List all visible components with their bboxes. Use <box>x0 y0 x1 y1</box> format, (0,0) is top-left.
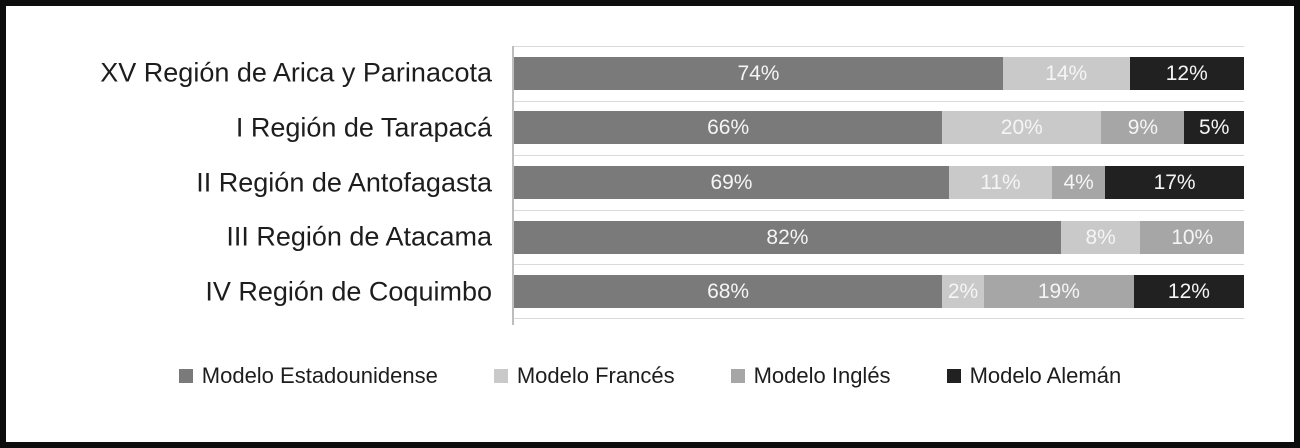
legend-swatch-icon <box>730 369 745 383</box>
legend-swatch-icon <box>946 369 961 383</box>
bar-segment: 4% <box>1052 166 1106 199</box>
bar-segment: 8% <box>1060 221 1141 254</box>
bar-segment: 11% <box>948 166 1053 199</box>
bar-value-label: 9% <box>1127 115 1159 139</box>
gridline <box>514 264 1244 265</box>
bar-value-label: 82% <box>766 225 809 249</box>
bar-row: 82% 8% 10% <box>514 221 1245 254</box>
gridline <box>514 210 1244 211</box>
legend-item: Modelo Inglés <box>730 363 891 388</box>
bar-segment: 12% <box>1133 275 1244 308</box>
bar-segment: 82% <box>514 221 1061 254</box>
bar-value-label: 2% <box>947 279 979 303</box>
category-label: XV Región de Arica y Parinacota <box>100 57 492 88</box>
bar-segment: 2% <box>942 275 984 308</box>
legend-swatch-icon <box>493 369 508 383</box>
gridline <box>514 318 1244 319</box>
bar-value-label: 14% <box>1045 61 1088 85</box>
bar-segment: 14% <box>1002 57 1130 90</box>
category-label: II Región de Antofagasta <box>196 167 492 198</box>
bar-value-label: 10% <box>1171 225 1214 249</box>
bar-row: 74% 14% 12% <box>514 57 1244 90</box>
legend-item: Modelo Estadounidense <box>178 363 438 388</box>
bar-value-label: 20% <box>1000 115 1043 139</box>
legend-label: Modelo Inglés <box>753 363 891 388</box>
bar-segment: 9% <box>1101 111 1185 144</box>
bar-value-label: 5% <box>1199 115 1230 139</box>
bar-value-label: 4% <box>1063 170 1094 194</box>
legend-item: Modelo Alemán <box>946 363 1122 388</box>
legend-swatch-icon <box>178 369 193 383</box>
bar-value-label: 11% <box>980 170 1021 194</box>
bar-value-label: 17% <box>1153 170 1196 194</box>
bar-segment: 17% <box>1105 166 1245 199</box>
bar-value-label: 12% <box>1165 61 1208 85</box>
bar-segment: 74% <box>514 57 1003 90</box>
gridline <box>514 46 1244 47</box>
gridline <box>514 101 1244 102</box>
legend-label: Modelo Alemán <box>969 363 1122 388</box>
bar-segment: 10% <box>1140 221 1245 254</box>
bar-value-label: 66% <box>707 115 750 139</box>
bar-value-label: 69% <box>710 170 753 194</box>
bar-segment: 20% <box>942 111 1102 144</box>
category-label: III Región de Atacama <box>226 221 492 252</box>
bar-segment: 19% <box>983 275 1134 308</box>
bar-segment: 5% <box>1184 111 1245 144</box>
bar-row: 68% 2% 19% 12% <box>514 275 1244 308</box>
bar-segment: 69% <box>514 166 949 199</box>
bar-row: 69% 11% 4% 17% <box>514 166 1245 199</box>
bar-value-label: 74% <box>737 61 780 85</box>
category-label: IV Región de Coquimbo <box>205 276 492 307</box>
bar-value-label: 19% <box>1037 279 1080 303</box>
axis-tick <box>512 319 514 325</box>
legend-label: Modelo Estadounidense <box>201 363 438 388</box>
bar-segment: 68% <box>514 275 943 308</box>
category-label: I Región de Tarapacá <box>235 112 492 143</box>
bar-value-label: 8% <box>1085 225 1116 249</box>
gridline <box>514 155 1244 156</box>
bar-segment: 12% <box>1129 57 1244 90</box>
bar-value-label: 68% <box>707 279 750 303</box>
bar-row: 66% 20% 9% 5% <box>514 111 1245 144</box>
bar-value-label: 12% <box>1167 279 1210 303</box>
legend: Modelo Estadounidense Modelo Francés Model… <box>6 365 1294 387</box>
plot-area: 74% 14% 12% 66% 20% 9% 5% 69% 11% 4% 17% 82% 8% 10% 68… <box>512 46 1246 325</box>
legend-label: Modelo Francés <box>516 363 675 388</box>
legend-item: Modelo Francés <box>493 363 675 388</box>
bar-segment: 66% <box>514 111 943 144</box>
